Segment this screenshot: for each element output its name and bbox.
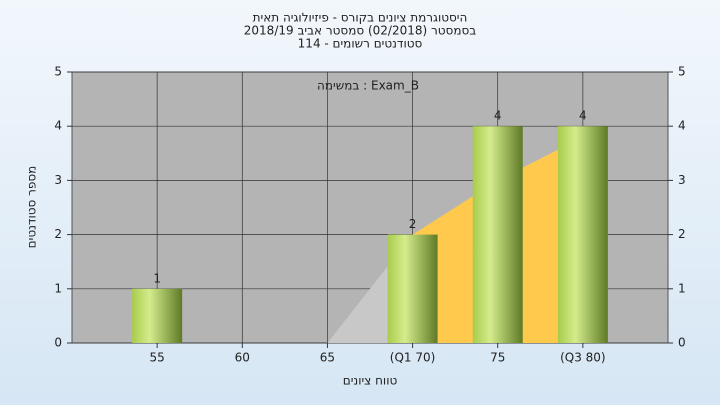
y-tick-label: 3 [54, 173, 62, 187]
y2-tick-label: 3 [678, 173, 686, 187]
y-tick-label: 4 [54, 119, 62, 133]
x-axis-label: טווח ציונים [343, 374, 398, 388]
x-tick-label: 55 [150, 351, 165, 365]
data-label: 4 [494, 109, 502, 123]
x-tick-label: 65 [320, 351, 335, 365]
data-label: 2 [409, 217, 417, 231]
x-tick-label: 75 [490, 351, 505, 365]
x-tick-label: (Q1 70) [390, 351, 436, 365]
chart-subtitle: סטודנטים רשומים - 114 [298, 37, 423, 51]
annotation: במשימה : Exam_B [317, 79, 419, 93]
y-tick-label: 5 [54, 65, 62, 79]
x-tick-label: (Q3 80) [560, 351, 606, 365]
y-axis-label: מספר סטודנטים [25, 166, 39, 249]
y2-tick-label: 4 [678, 119, 686, 133]
bar [472, 126, 523, 343]
bar [132, 288, 183, 343]
bar [387, 234, 438, 343]
y-tick-label: 2 [54, 227, 62, 241]
y-tick-label: 1 [54, 281, 62, 295]
data-label: 4 [579, 109, 587, 123]
x-tick-label: 60 [235, 351, 250, 365]
chart-title: היסטוגרמת ציונים בקורס - פיזיולוגיה תאית [253, 11, 468, 25]
y2-tick-label: 1 [678, 281, 686, 295]
y2-tick-label: 2 [678, 227, 686, 241]
data-label: 1 [153, 271, 161, 285]
y2-tick-label: 5 [678, 65, 686, 79]
chart-subtitle: בסמסטר (02/2018) סמסטר אביב 2018/19 [244, 24, 476, 38]
bar [557, 126, 608, 343]
y2-tick-label: 0 [678, 336, 686, 350]
y-tick-label: 0 [54, 336, 62, 350]
